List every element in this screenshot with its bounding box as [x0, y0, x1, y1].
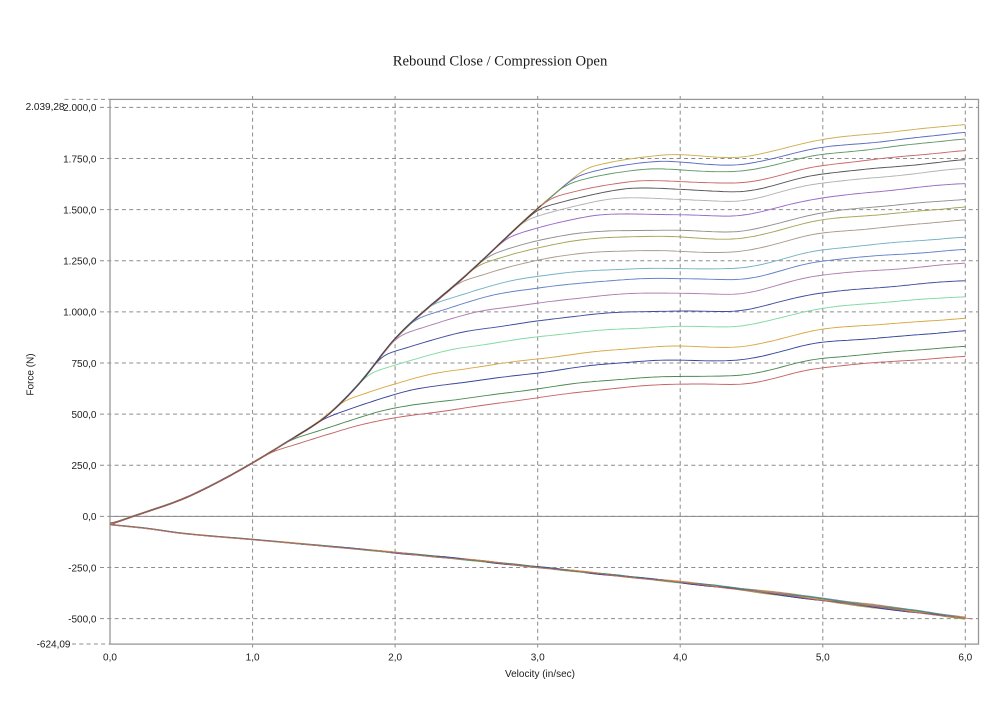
svg-text:1.250,0: 1.250,0 — [63, 257, 97, 268]
svg-text:500,0: 500,0 — [71, 410, 96, 421]
svg-text:Velocity (in/sec): Velocity (in/sec) — [505, 669, 575, 680]
svg-text:2.000,0: 2.000,0 — [63, 103, 97, 114]
svg-text:4,0: 4,0 — [673, 653, 687, 664]
svg-text:1.500,0: 1.500,0 — [63, 205, 97, 216]
svg-text:Force (N): Force (N) — [26, 353, 37, 395]
svg-text:-250,0: -250,0 — [68, 563, 97, 574]
svg-text:Rebound Close / Compression Op: Rebound Close / Compression Open — [393, 54, 608, 70]
svg-text:750,0: 750,0 — [71, 359, 96, 370]
svg-text:1,0: 1,0 — [246, 653, 260, 664]
svg-text:0,0: 0,0 — [83, 512, 97, 523]
svg-text:1.750,0: 1.750,0 — [63, 154, 97, 165]
svg-text:6,0: 6,0 — [958, 653, 972, 664]
svg-text:250,0: 250,0 — [71, 461, 96, 472]
svg-text:-500,0: -500,0 — [68, 614, 97, 625]
svg-text:-624,09: -624,09 — [37, 639, 71, 650]
svg-text:3,0: 3,0 — [531, 653, 545, 664]
svg-text:5,0: 5,0 — [816, 653, 830, 664]
svg-text:0,0: 0,0 — [103, 653, 117, 664]
svg-text:2.039,28: 2.039,28 — [26, 102, 65, 113]
svg-text:2,0: 2,0 — [388, 653, 402, 664]
svg-text:1.000,0: 1.000,0 — [63, 308, 97, 319]
